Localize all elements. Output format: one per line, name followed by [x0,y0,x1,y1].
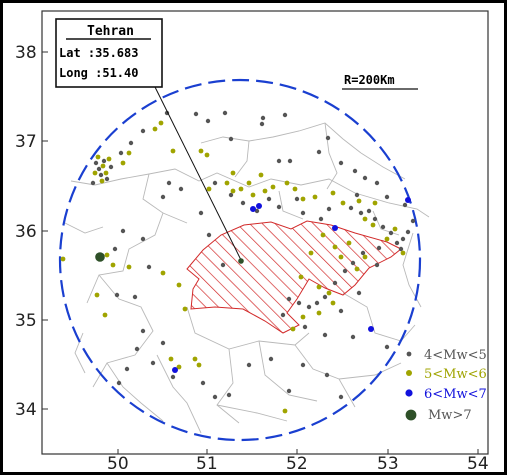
y-tick-label-34: 34 [15,400,37,420]
legend-label-mw-6-7: 6<Mw<7 [424,387,487,402]
y-axis-ticks [42,51,48,410]
y-tick-label-38: 38 [15,43,37,63]
tehran-callout: Tehran Lat :35.683 Long :51.40 [55,18,163,88]
radius-circle [58,78,422,442]
callout-leader [154,86,242,261]
x-tick-label-54: 54 [467,454,489,472]
x-tick-label-51: 51 [196,454,218,472]
quakes-mw-4-5 [90,110,416,400]
plot-frame [41,10,489,455]
quake-mw-gt-7 [95,252,105,262]
legend-label-mw-5-6: 5<Mw<6 [424,367,487,382]
x-tick-label-50: 50 [107,454,129,472]
tehran-marker [238,258,244,264]
y-tick-label-36: 36 [15,222,37,242]
y-tick-label-37: 37 [15,132,37,152]
legend-swatch-mw-4-5 [406,351,412,357]
legend-swatch-mw-gt-7 [405,409,417,421]
legend-swatch-mw-6-7 [405,389,413,397]
legend-label-mw-gt-7: Mw>7 [428,408,472,423]
quakes-mw-5-6 [60,120,406,414]
callout-lat: Lat :35.683 [59,46,138,60]
seismicity-map: 50 51 52 53 54 38 37 36 35 34 [3,3,504,472]
y-tick-label-35: 35 [15,311,37,331]
quakes-mw-6-7 [172,197,411,373]
callout-title: Tehran [87,24,134,39]
x-axis-ticks [117,449,479,454]
x-tick-label-52: 52 [286,454,308,472]
legend-label-mw-4-5: 4<Mw<5 [424,348,487,363]
x-tick-label-53: 53 [377,454,399,472]
tehran-province-region [186,220,402,334]
radius-label: R=200Km [344,73,395,87]
legend: 4<Mw<5 5<Mw<6 6<Mw<7 Mw>7 [405,348,487,423]
legend-swatch-mw-5-6 [406,370,412,376]
callout-long: Long :51.40 [59,66,138,80]
